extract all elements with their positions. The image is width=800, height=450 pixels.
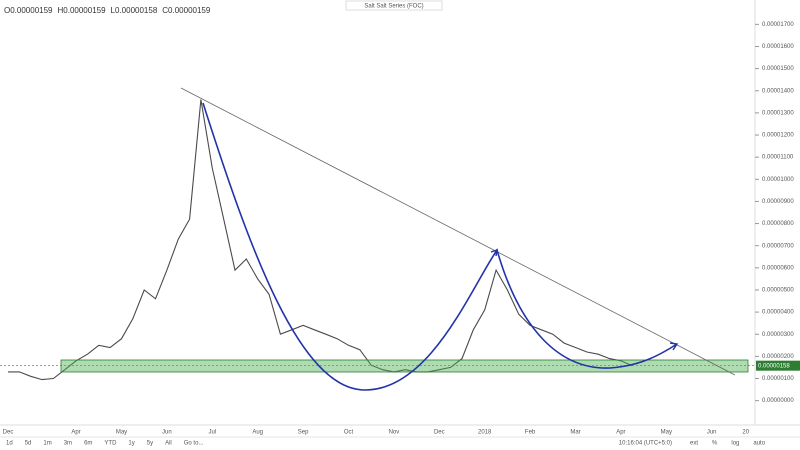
x-tick-label: Apr <box>71 430 80 436</box>
chart-title: Salt Salt Series (FOC) <box>364 4 423 10</box>
arrow-head <box>490 248 498 257</box>
y-tick-label: 0.00000100 <box>762 376 794 382</box>
y-tick-label: 0.00001300 <box>762 110 794 116</box>
support-zone <box>60 359 749 373</box>
ohlc-value: H0.00000159 <box>58 6 107 15</box>
toolbar: 1d 5d 1m 3m 6m YTD 1y 5y All Go to... 10:16:04 (UT… <box>6 441 766 447</box>
x-tick-label: Oct <box>344 430 354 436</box>
y-tick-label: 0.00000000 <box>762 398 794 404</box>
x-tick-label: Dec <box>434 430 445 436</box>
x-tick-label: May <box>661 430 672 436</box>
ohlc-value: L0.00000158 <box>111 6 158 15</box>
y-tick-label: 0.00001100 <box>762 155 794 161</box>
range-button[interactable]: 6m <box>84 441 92 447</box>
y-tick-label: 0.00000200 <box>762 354 794 360</box>
y-tick-label: 0.00000800 <box>762 221 794 227</box>
range-button[interactable]: 5y <box>147 441 153 447</box>
range-button[interactable]: 5d <box>25 441 32 447</box>
price-label: 0.00000158 <box>758 363 790 369</box>
range-button[interactable]: 3m <box>64 441 72 447</box>
ohlc-value: C0.00000159 <box>162 6 211 15</box>
y-tick-label: 0.00001400 <box>762 88 794 94</box>
axes: 0.00000000 0.00000100 0.00000200 0.00000300… <box>3 22 800 436</box>
clock: 10:16:04 (UTC+5:0) <box>619 441 672 447</box>
y-tick-label: 0.00000900 <box>762 199 794 205</box>
option-button[interactable]: log <box>731 441 739 447</box>
y-tick-label: 0.00001600 <box>762 44 794 50</box>
title-box <box>345 0 443 11</box>
y-tick-label: 0.00001000 <box>762 177 794 183</box>
pattern-curve <box>202 102 678 391</box>
price-series <box>8 99 633 381</box>
option-button[interactable]: auto <box>753 441 765 447</box>
trend-line <box>180 87 736 376</box>
option-button[interactable]: % <box>712 441 718 447</box>
x-tick-label: Jul <box>208 430 216 436</box>
ohlc-legend: O0.00000159 H0.00000159 L0.00000158 C0.0000… <box>4 6 211 15</box>
x-tick-label: Jun <box>162 430 172 436</box>
arrow-head <box>669 342 679 351</box>
x-tick-label: Feb <box>525 430 536 436</box>
range-button[interactable]: All <box>165 441 172 447</box>
ohlc-value: O0.00000159 <box>4 6 53 15</box>
range-button[interactable]: 1d <box>6 441 13 447</box>
x-tick-label: Aug <box>252 430 263 436</box>
y-tick-label: 0.00000600 <box>762 265 794 271</box>
y-tick-label: 0.00000400 <box>762 310 794 316</box>
x-tick-label: 20 <box>742 430 749 436</box>
x-tick-label: Mar <box>570 430 580 436</box>
y-tick-label: 0.00001200 <box>762 133 794 139</box>
range-button[interactable]: 1y <box>128 441 134 447</box>
x-tick-label: Jun <box>707 430 717 436</box>
x-tick-label: 2018 <box>478 430 492 436</box>
y-tick-label: 0.00001500 <box>762 66 794 72</box>
option-button[interactable]: ext <box>690 441 698 447</box>
y-tick-label: 0.00000300 <box>762 332 794 338</box>
x-tick-label: Dec <box>3 430 14 436</box>
y-tick-label: 0.00000700 <box>762 243 794 249</box>
range-button[interactable]: 1m <box>43 441 51 447</box>
y-tick-label: 0.00000500 <box>762 288 794 294</box>
y-tick-label: 0.00001700 <box>762 22 794 28</box>
x-tick-label: May <box>116 430 127 436</box>
x-tick-label: Nov <box>389 430 400 436</box>
x-tick-label: Apr <box>616 430 625 436</box>
x-tick-label: Sep <box>298 430 309 436</box>
price-tag <box>756 360 800 371</box>
range-button[interactable]: YTD <box>104 441 117 447</box>
range-button[interactable]: Go to... <box>184 441 204 447</box>
